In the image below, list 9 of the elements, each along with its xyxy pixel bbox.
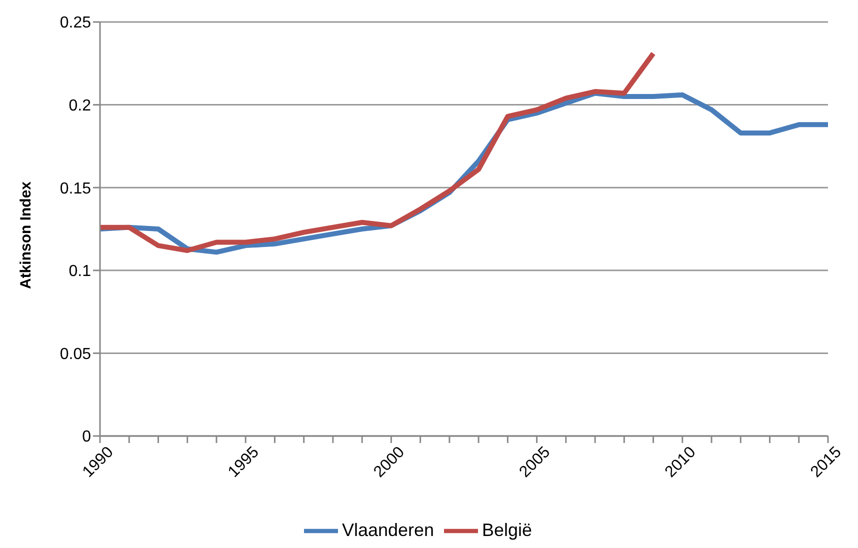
y-tick-label: 0.25 (60, 14, 92, 32)
legend-label: België (482, 520, 532, 540)
y-tick-label: 0 (82, 428, 92, 446)
y-tick-label: 0.15 (60, 180, 92, 198)
y-axis-title: Atkinson Index (17, 180, 34, 289)
y-tick-label: 0.2 (68, 97, 92, 114)
y-tick-label: 0.1 (68, 263, 92, 280)
y-tick-label: 0.05 (60, 346, 92, 363)
legend-label: Vlaanderen (342, 520, 434, 540)
